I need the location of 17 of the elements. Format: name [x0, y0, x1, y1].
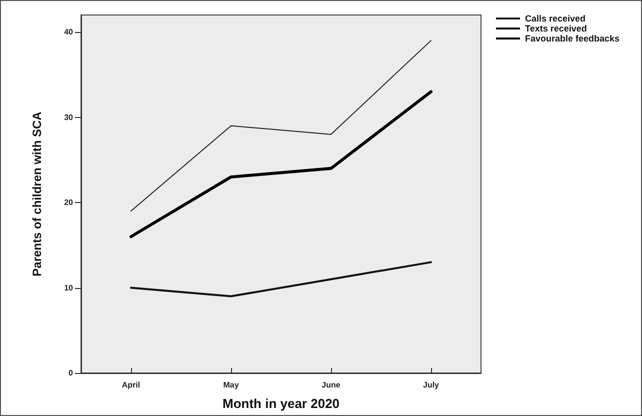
y-tick-label: 0	[68, 368, 74, 378]
line-series	[130, 261, 432, 298]
x-tick-label: June	[322, 380, 341, 390]
y-tick-label: 40	[64, 28, 74, 37]
legend-label: Favourable feedbacks	[525, 34, 620, 44]
x-tick-label: May	[223, 380, 240, 390]
line-series	[130, 90, 432, 238]
x-tick-label: April	[122, 380, 140, 390]
legend-label: Texts received	[525, 24, 587, 34]
line-series	[130, 40, 432, 212]
y-tick-label: 10	[64, 283, 74, 292]
y-tick-label: 20	[64, 198, 74, 208]
legend-label: Calls received	[525, 14, 586, 24]
y-axis-title: Parents of children with SCA	[30, 111, 44, 276]
x-axis-title: Month in year 2020	[222, 396, 340, 411]
x-tick-label: July	[422, 380, 440, 390]
y-tick-label: 30	[64, 112, 74, 122]
